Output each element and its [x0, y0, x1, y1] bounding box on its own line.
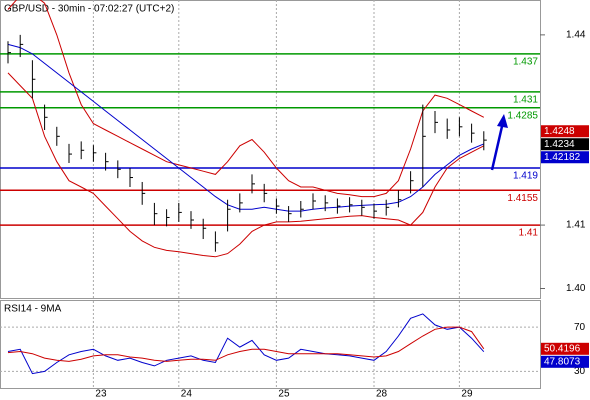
x-tick-label: 23 [95, 389, 107, 400]
price-marker [541, 151, 589, 164]
level-label: 1.4285 [507, 110, 538, 121]
y-tick-label: 70 [574, 322, 586, 333]
price-marker [541, 342, 589, 355]
price-marker-label: 50.4196 [544, 343, 581, 354]
price-marker-label: 1.4234 [544, 139, 575, 150]
level-label: 1.4155 [507, 193, 538, 204]
price-marker-label: 1.4248 [544, 126, 575, 137]
price-marker [541, 355, 589, 368]
y-tick-label: 30 [574, 366, 586, 377]
x-tick-label: 25 [278, 389, 290, 400]
rsi-panel [0, 300, 541, 389]
price-panel [0, 0, 541, 299]
x-tick-label: 28 [376, 389, 388, 400]
price-marker-label: 47.8073 [544, 356, 581, 367]
rsi-title: RSI14 - 9MA [4, 304, 62, 315]
level-label: 1.437 [513, 57, 538, 68]
arrow-head [497, 114, 508, 128]
level-label: 1.41 [519, 228, 539, 239]
moving-average [7, 43, 484, 212]
y-tick-label: 1.40 [566, 283, 586, 294]
chart-title: GBP/USD - 30min - 07:02:27 (UTC+2) [4, 4, 174, 15]
y-tick-label: 1.41 [566, 220, 586, 231]
price-marker-label: 1.42182 [544, 152, 581, 163]
x-tick-label: 24 [181, 389, 193, 400]
level-label: 1.419 [513, 171, 538, 182]
y-tick-label: 1.44 [566, 30, 586, 41]
price-marker [541, 125, 589, 138]
level-label: 1.431 [513, 95, 538, 106]
rsi-line [7, 326, 485, 362]
x-tick-label: 29 [461, 389, 473, 400]
arrow [490, 121, 505, 171]
band-upper [7, 0, 485, 198]
rsi-line [7, 313, 485, 375]
price-marker [541, 138, 589, 151]
band-lower [7, 72, 485, 258]
